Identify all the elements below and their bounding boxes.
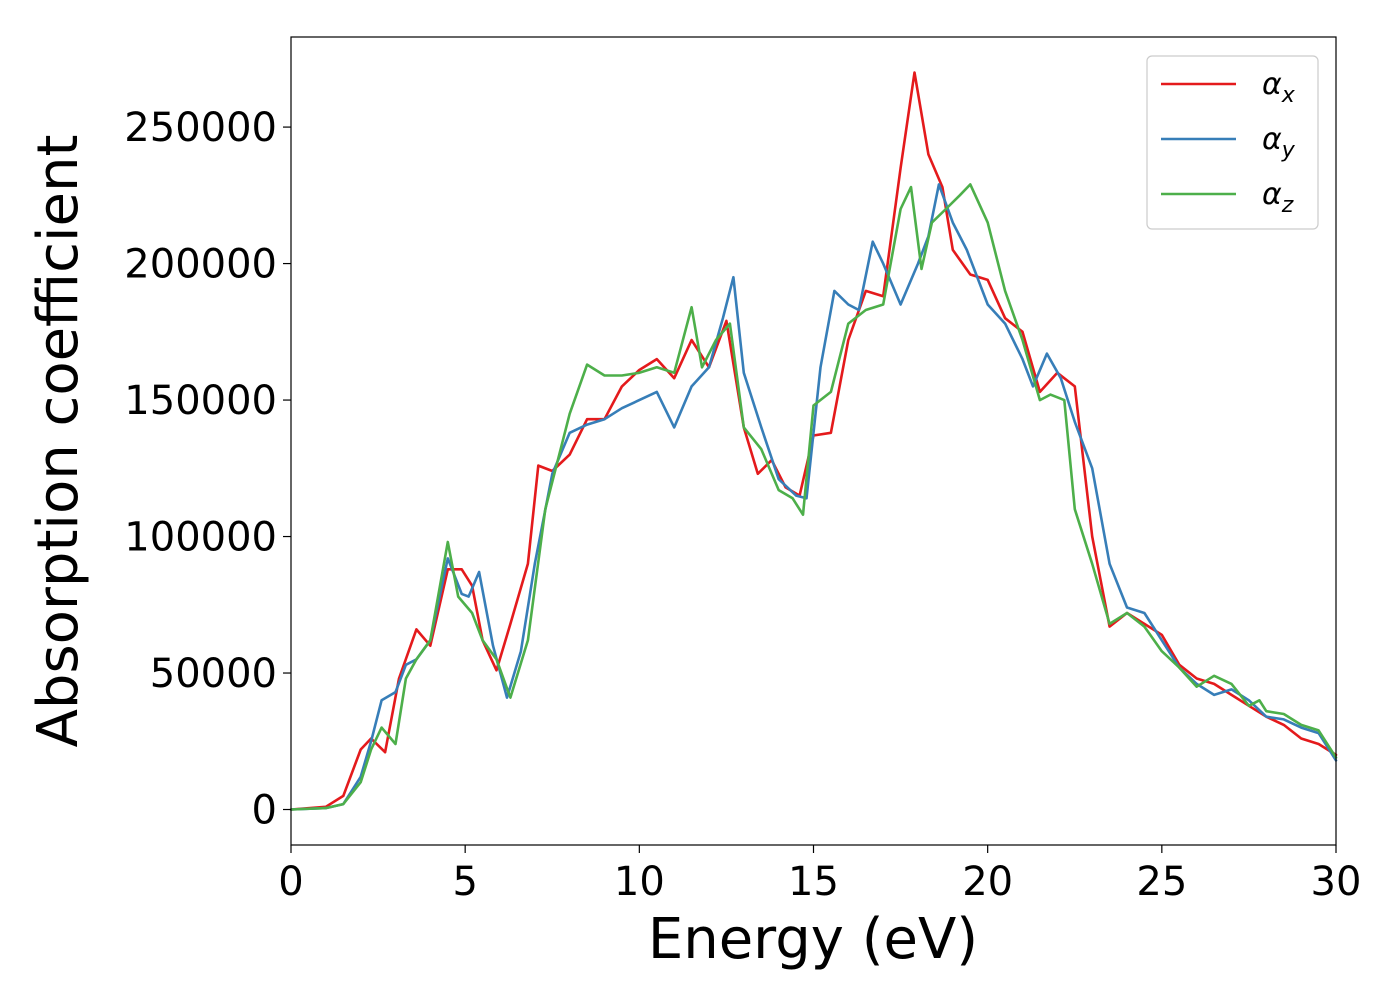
x-tick-label: 10 xyxy=(614,859,665,905)
y-tick-label: 50000 xyxy=(150,651,277,697)
series-line-z xyxy=(289,183,1338,811)
x-tick-label: 30 xyxy=(1311,859,1362,905)
y-tick-label: 250000 xyxy=(124,105,277,151)
y-axis: 0 50000 100000 150000 200000 250000 xyxy=(124,105,291,834)
x-axis: 0 5 10 15 20 25 30 xyxy=(278,845,1361,905)
y-axis-label: Absorption coefficient xyxy=(26,135,91,748)
x-tick-label: 5 xyxy=(452,859,477,905)
series-layer xyxy=(289,71,1338,811)
y-tick-label: 100000 xyxy=(124,515,277,561)
y-tick-label: 150000 xyxy=(124,378,277,424)
y-tick-label: 200000 xyxy=(124,242,277,288)
x-tick-label: 15 xyxy=(788,859,839,905)
x-tick-label: 25 xyxy=(1136,859,1187,905)
x-axis-label: Energy (eV) xyxy=(648,907,978,972)
legend-box xyxy=(1146,55,1319,230)
series-line-y xyxy=(289,183,1338,811)
x-tick-label: 0 xyxy=(278,859,303,905)
x-tick-label: 20 xyxy=(962,859,1013,905)
y-tick-label: 0 xyxy=(252,788,277,834)
